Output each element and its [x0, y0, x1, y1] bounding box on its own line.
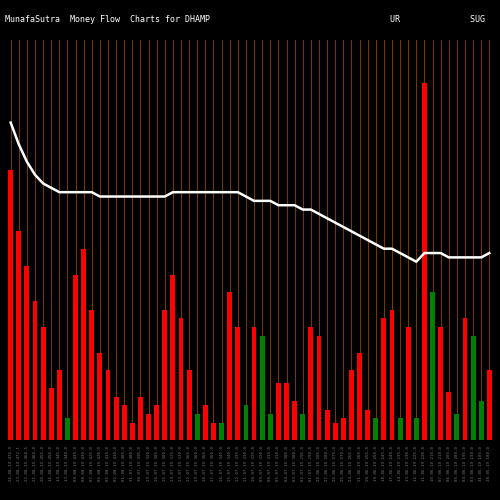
- Bar: [122, 405, 126, 440]
- Bar: [276, 384, 281, 440]
- Bar: [324, 410, 330, 440]
- Bar: [244, 405, 248, 440]
- Bar: [446, 392, 451, 440]
- Bar: [236, 327, 240, 440]
- Bar: [73, 275, 78, 440]
- Bar: [308, 327, 314, 440]
- Text: MunafaSutra  Money Flow  Charts for DHAMP                                    UR : MunafaSutra Money Flow Charts for DHAMP …: [5, 15, 500, 24]
- Bar: [114, 396, 118, 440]
- Bar: [98, 353, 102, 440]
- Bar: [49, 388, 54, 440]
- Bar: [406, 327, 410, 440]
- Bar: [90, 310, 94, 440]
- Bar: [300, 414, 305, 440]
- Bar: [252, 327, 256, 440]
- Bar: [40, 327, 46, 440]
- Bar: [195, 414, 200, 440]
- Bar: [130, 422, 135, 440]
- Bar: [16, 232, 21, 440]
- Bar: [106, 370, 110, 440]
- Bar: [487, 370, 492, 440]
- Bar: [414, 418, 418, 440]
- Bar: [260, 336, 264, 440]
- Bar: [382, 318, 386, 440]
- Bar: [186, 370, 192, 440]
- Bar: [146, 414, 151, 440]
- Bar: [138, 396, 143, 440]
- Bar: [349, 370, 354, 440]
- Bar: [292, 401, 297, 440]
- Bar: [430, 292, 435, 440]
- Bar: [24, 266, 29, 440]
- Bar: [357, 353, 362, 440]
- Bar: [462, 318, 468, 440]
- Bar: [470, 336, 476, 440]
- Bar: [228, 292, 232, 440]
- Bar: [178, 318, 184, 440]
- Bar: [390, 310, 394, 440]
- Bar: [170, 275, 175, 440]
- Bar: [211, 422, 216, 440]
- Bar: [479, 401, 484, 440]
- Bar: [316, 336, 322, 440]
- Bar: [365, 410, 370, 440]
- Bar: [219, 422, 224, 440]
- Bar: [341, 418, 345, 440]
- Bar: [8, 170, 13, 440]
- Bar: [422, 84, 427, 440]
- Bar: [154, 405, 159, 440]
- Bar: [398, 418, 402, 440]
- Bar: [82, 248, 86, 440]
- Bar: [332, 422, 338, 440]
- Bar: [65, 418, 70, 440]
- Bar: [57, 370, 62, 440]
- Bar: [438, 327, 443, 440]
- Bar: [203, 405, 208, 440]
- Bar: [32, 301, 38, 440]
- Bar: [162, 310, 168, 440]
- Bar: [454, 414, 460, 440]
- Bar: [374, 418, 378, 440]
- Bar: [284, 384, 289, 440]
- Bar: [268, 414, 272, 440]
